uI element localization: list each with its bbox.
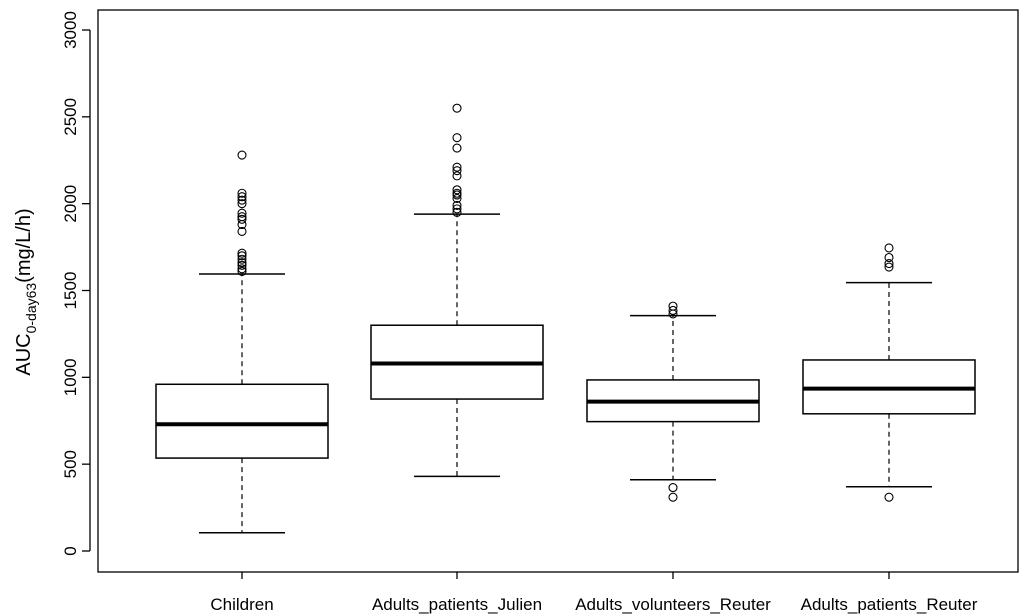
outlier-point: [237, 251, 247, 261]
outlier-point: [237, 214, 247, 224]
outlier-point: [237, 264, 247, 274]
outlier-point: [237, 260, 247, 270]
box-group: [155, 150, 329, 534]
outlier-point: [237, 254, 247, 264]
outlier-point: [237, 212, 247, 222]
y-tick-label: 500: [61, 450, 80, 478]
y-tick-label: 3000: [61, 11, 80, 49]
outlier-point: [452, 162, 462, 172]
y-axis-label: AUC0-day63(mg/L/h): [13, 208, 39, 375]
outlier-point: [668, 483, 678, 493]
outlier-point: [237, 226, 247, 237]
y-tick-label: 2500: [61, 98, 80, 136]
outlier-point: [668, 305, 678, 316]
outlier-point: [237, 195, 247, 205]
outlier-point: [452, 193, 462, 204]
y-tick-label: 2000: [61, 185, 80, 223]
x-axis-labels: Children Adults_patients_Julien Adults_vol…: [210, 572, 978, 614]
outlier-point: [237, 258, 247, 268]
outlier-point: [668, 301, 678, 311]
y-axis-label-main: AUC: [13, 333, 35, 375]
y-axis-label-unit: (mg/L/h): [13, 208, 35, 282]
outlier-point: [452, 200, 462, 210]
outlier-point: [237, 192, 247, 202]
iqr-box: [155, 383, 329, 459]
outlier-point: [452, 185, 462, 195]
y-tick-label: 0: [61, 546, 80, 555]
y-axis: 0 500 1000 1500 2000 2500 3000: [61, 11, 91, 556]
outlier-point: [452, 143, 462, 153]
x-tick-label: Adults_volunteers_Reuter: [575, 595, 771, 614]
outlier-point: [668, 492, 678, 502]
x-tick-label: Adults_patients_Reuter: [801, 595, 978, 614]
outlier-point: [452, 188, 462, 198]
outlier-point: [237, 248, 247, 258]
outlier-point: [237, 150, 247, 160]
box-group: [370, 103, 544, 478]
y-tick-label: 1000: [61, 358, 80, 396]
outlier-point: [237, 208, 247, 218]
outlier-point: [884, 262, 894, 272]
outlier-point: [452, 207, 462, 217]
outlier-point: [237, 266, 247, 276]
outlier-point: [452, 166, 462, 176]
outlier-point: [237, 188, 247, 198]
outlier-point: [237, 199, 247, 209]
outlier-point: [884, 252, 894, 263]
outlier-point: [452, 171, 462, 181]
box-group: [586, 301, 760, 502]
outlier-point: [452, 204, 462, 214]
y-tick-label: 1500: [61, 272, 80, 310]
x-tick-label: Adults_patients_Julien: [372, 595, 542, 614]
outlier-point: [452, 103, 462, 113]
plot-frame: [97, 9, 1019, 573]
box-group: [802, 243, 976, 502]
outlier-point: [884, 243, 894, 253]
y-axis-label-subscript: 0-day63: [23, 283, 39, 334]
boxes-group: [155, 103, 976, 534]
x-tick-label: Children: [210, 595, 273, 614]
outlier-point: [884, 259, 894, 269]
outlier-point: [884, 492, 894, 502]
outlier-point: [452, 133, 462, 143]
